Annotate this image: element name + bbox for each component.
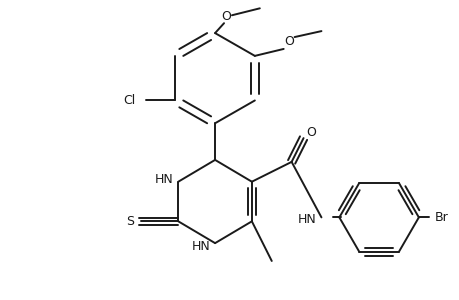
Text: HN: HN — [297, 213, 316, 226]
Text: Cl: Cl — [123, 94, 135, 107]
Text: S: S — [126, 215, 134, 228]
Text: O: O — [284, 34, 294, 47]
Text: O: O — [306, 126, 316, 139]
Text: Br: Br — [434, 211, 448, 224]
Text: HN: HN — [191, 240, 210, 253]
Text: HN: HN — [154, 173, 173, 186]
Text: O: O — [221, 10, 230, 23]
